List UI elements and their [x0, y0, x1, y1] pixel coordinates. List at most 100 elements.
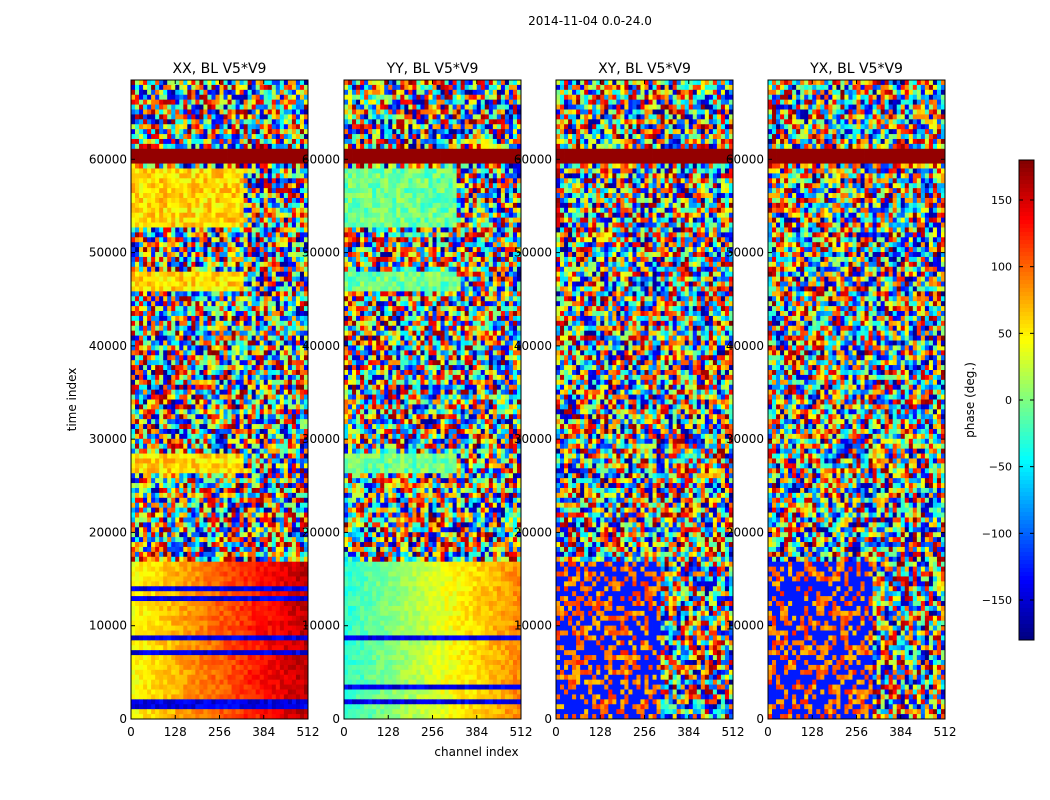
heatmap-cell	[288, 463, 292, 468]
heatmap-cell	[215, 149, 219, 154]
heatmap-cell	[187, 100, 191, 105]
heatmap-cell	[232, 463, 236, 468]
heatmap-cell	[207, 429, 211, 434]
heatmap-cell	[179, 267, 183, 272]
heatmap-cell	[215, 193, 219, 198]
heatmap-cell	[155, 272, 159, 277]
heatmap-cell	[300, 291, 304, 296]
heatmap-cell	[159, 316, 163, 321]
heatmap-cell	[236, 213, 240, 218]
heatmap-cell	[211, 232, 215, 237]
heatmap-cell	[224, 513, 228, 518]
heatmap-cell	[300, 286, 304, 291]
heatmap-cell	[224, 508, 228, 513]
heatmap-cell	[248, 257, 252, 262]
heatmap-cell	[195, 149, 199, 154]
heatmap-cell	[256, 134, 260, 139]
heatmap-cell	[207, 291, 211, 296]
heatmap-cell	[272, 350, 276, 355]
heatmap-cell	[224, 493, 228, 498]
heatmap-cell	[183, 419, 187, 424]
heatmap-cell	[236, 434, 240, 439]
heatmap-cell	[199, 478, 203, 483]
heatmap-cell	[260, 247, 264, 252]
heatmap-cell	[240, 400, 244, 405]
heatmap-cell	[187, 109, 191, 114]
heatmap-cell	[151, 257, 155, 262]
heatmap-cell	[240, 213, 244, 218]
heatmap-cell	[147, 336, 151, 341]
heatmap-cell	[248, 129, 252, 134]
heatmap-cell	[215, 316, 219, 321]
heatmap-cell	[288, 424, 292, 429]
heatmap-cell	[131, 503, 135, 508]
heatmap-cell	[143, 404, 147, 409]
heatmap-cell	[220, 458, 224, 463]
heatmap-cell	[135, 468, 139, 473]
heatmap-cell	[256, 296, 260, 301]
heatmap-cell	[240, 178, 244, 183]
heatmap-cell	[292, 100, 296, 105]
heatmap-cell	[288, 434, 292, 439]
heatmap-cell	[175, 458, 179, 463]
heatmap-cell	[224, 257, 228, 262]
heatmap-cell	[244, 277, 248, 282]
heatmap-cell	[252, 105, 256, 110]
heatmap-cell	[155, 90, 159, 95]
heatmap-cell	[191, 144, 195, 149]
heatmap-cell	[288, 444, 292, 449]
heatmap-cell	[207, 80, 211, 85]
heatmap-cell	[135, 345, 139, 350]
heatmap-cell	[240, 80, 244, 85]
heatmap-cell	[215, 370, 219, 375]
heatmap-cell	[203, 385, 207, 390]
heatmap-cell	[284, 350, 288, 355]
heatmap-cell	[224, 168, 228, 173]
heatmap-cell	[240, 296, 244, 301]
heatmap-cell	[228, 223, 232, 228]
heatmap-cell	[280, 365, 284, 370]
heatmap-cell	[240, 316, 244, 321]
heatmap-cell	[191, 173, 195, 178]
heatmap-cell	[159, 208, 163, 213]
heatmap-cell	[260, 390, 264, 395]
heatmap-cell	[199, 341, 203, 346]
heatmap-cell	[151, 291, 155, 296]
heatmap-cell	[256, 468, 260, 473]
heatmap-cell	[220, 390, 224, 395]
heatmap-cell	[256, 321, 260, 326]
heatmap-cell	[232, 282, 236, 287]
heatmap-cell	[211, 109, 215, 114]
heatmap-cell	[199, 336, 203, 341]
heatmap-cell	[276, 424, 280, 429]
heatmap-cell	[272, 473, 276, 478]
heatmap-cell	[195, 370, 199, 375]
heatmap-cell	[191, 272, 195, 277]
heatmap-cell	[211, 119, 215, 124]
heatmap-cell	[131, 203, 135, 208]
heatmap-cell	[151, 478, 155, 483]
heatmap-cell	[207, 458, 211, 463]
heatmap-cell	[211, 449, 215, 454]
heatmap-cell	[220, 380, 224, 385]
heatmap-cell	[131, 444, 135, 449]
heatmap-cell	[163, 503, 167, 508]
heatmap-cell	[143, 286, 147, 291]
heatmap-cell	[252, 429, 256, 434]
heatmap-cell	[183, 168, 187, 173]
heatmap-cell	[220, 345, 224, 350]
heatmap-cell	[288, 193, 292, 198]
heatmap-cell	[175, 291, 179, 296]
heatmap-cell	[171, 316, 175, 321]
heatmap-cell	[220, 95, 224, 100]
heatmap-cell	[195, 188, 199, 193]
heatmap-cell	[296, 90, 300, 95]
heatmap-cell	[171, 365, 175, 370]
heatmap-cell	[280, 513, 284, 518]
heatmap-cell	[179, 296, 183, 301]
heatmap-cell	[131, 213, 135, 218]
heatmap-cell	[236, 198, 240, 203]
heatmap-cell	[143, 498, 147, 503]
heatmap-cell	[215, 390, 219, 395]
heatmap-cell	[131, 458, 135, 463]
